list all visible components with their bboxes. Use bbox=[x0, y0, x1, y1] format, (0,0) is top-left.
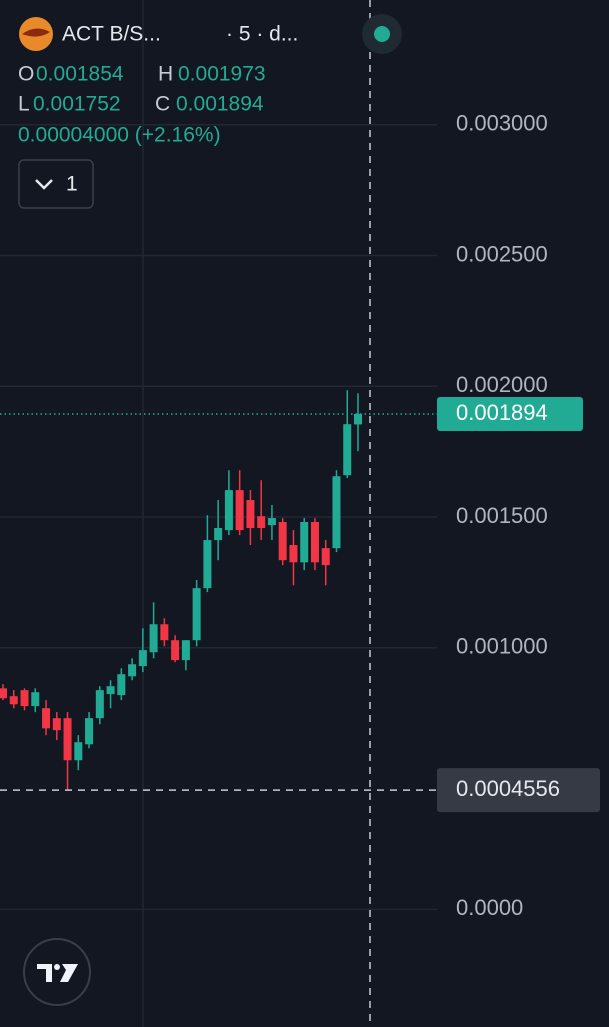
candle-body bbox=[203, 540, 212, 589]
candle-body bbox=[138, 650, 147, 667]
y-tick-label: 0.002000 bbox=[456, 372, 548, 397]
candle-body bbox=[149, 624, 158, 653]
close-label: C bbox=[155, 93, 170, 116]
grid bbox=[0, 0, 437, 1027]
candle-body bbox=[128, 664, 137, 677]
crosshair-label: 0.0004556 bbox=[456, 776, 560, 801]
y-tick-label: 0.002500 bbox=[456, 241, 548, 266]
candle-body bbox=[52, 718, 61, 731]
candle-body bbox=[74, 742, 83, 761]
symbol-header[interactable]: ACT B/S... · 5 · d... bbox=[19, 17, 298, 51]
plot bbox=[0, 390, 437, 791]
candle-body bbox=[181, 640, 190, 661]
candle-body bbox=[235, 490, 244, 531]
open-label: O bbox=[18, 63, 34, 86]
chevron bbox=[35, 179, 53, 190]
toggle-box bbox=[18, 159, 94, 209]
candle-body bbox=[246, 500, 255, 529]
status-dot bbox=[374, 26, 390, 42]
low-value: 0.001752 bbox=[33, 93, 121, 116]
candle-body bbox=[85, 718, 94, 745]
change: 0.00004000 (+2.16%) bbox=[18, 124, 221, 147]
candle-body bbox=[278, 521, 287, 561]
candle-body bbox=[160, 624, 169, 641]
candle-body bbox=[289, 545, 298, 563]
candle-body bbox=[257, 516, 266, 529]
candle-body bbox=[31, 692, 40, 707]
last-price-tag bbox=[437, 396, 583, 431]
y-tick-label: 0.003000 bbox=[456, 111, 548, 136]
candle-body bbox=[0, 688, 7, 699]
candle-body bbox=[42, 708, 51, 729]
y-tick-label: 0.001000 bbox=[456, 634, 548, 659]
candle-body bbox=[117, 674, 126, 696]
symbol-logo-mark bbox=[22, 28, 50, 37]
high-label: H bbox=[158, 63, 173, 86]
indicator-toggle[interactable]: 1 bbox=[18, 159, 94, 209]
candle-body bbox=[192, 588, 201, 641]
crosshair-tag bbox=[437, 768, 600, 813]
candle-body bbox=[9, 696, 18, 705]
high-value: 0.001973 bbox=[178, 63, 266, 86]
symbol-name: ACT B/S... bbox=[62, 23, 161, 46]
candle-body bbox=[343, 424, 352, 476]
y-tick-label: 0.0000 bbox=[456, 895, 523, 920]
candle-body bbox=[224, 490, 233, 531]
candle-body bbox=[321, 548, 330, 566]
candle-body bbox=[20, 690, 29, 707]
candle-body bbox=[300, 521, 309, 563]
interval: · 5 · d... bbox=[226, 23, 298, 46]
indicator-count: 1 bbox=[66, 173, 78, 196]
last-price-label: 0.001894 bbox=[456, 400, 548, 425]
close-value: 0.001894 bbox=[176, 93, 264, 116]
logo-glyph bbox=[37, 964, 78, 982]
tv-logo[interactable] bbox=[23, 938, 91, 1006]
candle-body bbox=[354, 413, 362, 425]
candle-body bbox=[171, 640, 180, 661]
low-label: L bbox=[18, 93, 30, 116]
candle-body bbox=[214, 528, 223, 541]
logo-dot bbox=[54, 964, 60, 970]
candle-body bbox=[332, 476, 341, 549]
logo-circle bbox=[23, 938, 91, 1006]
candle-body bbox=[63, 718, 72, 761]
candle-body bbox=[95, 690, 104, 719]
price-axis: 0.003000 0.002500 0.002000 0.001500 0.001000… bbox=[437, 111, 600, 920]
open-value: 0.001854 bbox=[36, 63, 124, 86]
candle-body bbox=[267, 518, 276, 526]
candle-body bbox=[106, 686, 115, 695]
candle-body bbox=[310, 521, 319, 563]
y-tick-label: 0.001500 bbox=[456, 503, 548, 528]
